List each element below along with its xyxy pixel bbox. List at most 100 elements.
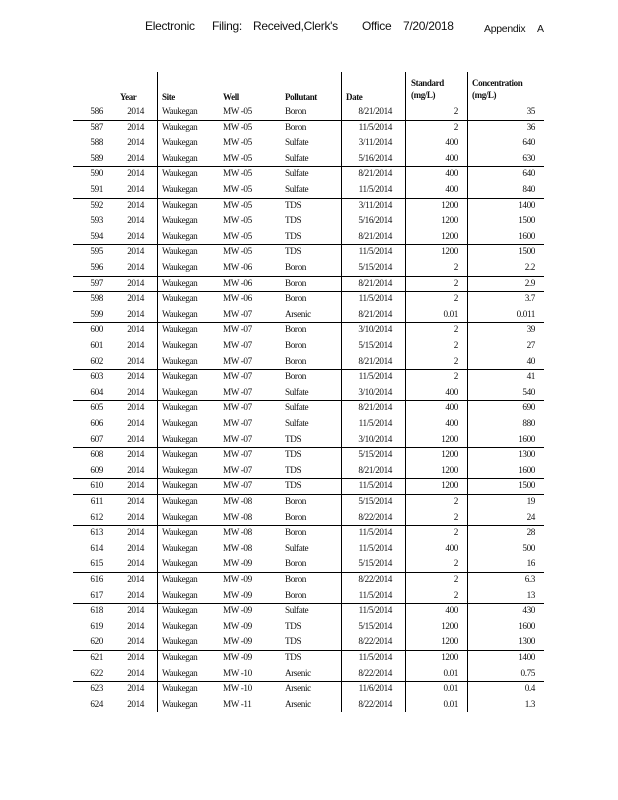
- table-row: 604 2014 Waukegan MW -07 Sulfate 3/10/2014 400…: [0, 385, 618, 401]
- standard-cell: 2: [453, 262, 459, 272]
- concentration-cell: 35: [526, 106, 536, 116]
- date-cell: 11/5/2014: [358, 652, 393, 662]
- table-row: 601 2014 Waukegan MW -07 Boron 5/15/2014 2 27: [0, 338, 618, 354]
- header-electronic: Electronic: [145, 19, 195, 33]
- well-cell: MW -06: [223, 293, 252, 304]
- date-cell: 5/16/2014: [358, 152, 392, 163]
- year-cell: 2014: [127, 371, 144, 382]
- col-pollutant: Pollutant: [285, 92, 317, 102]
- year-cell: 2014: [127, 168, 144, 179]
- well-cell: MW -07: [223, 324, 252, 335]
- table-row: 611 2014 Waukegan MW -08 Boron 5/15/2014 2 19: [0, 494, 618, 510]
- table-row: 587 2014 Waukegan MW -05 Boron 11/5/2014 2 36: [0, 119, 618, 136]
- year-cell: 2014: [127, 121, 144, 132]
- date-cell: 11/5/2014: [358, 246, 393, 257]
- date-cell: 3/11/2014: [358, 199, 393, 210]
- well-cell: MW -09: [223, 589, 252, 600]
- site-cell: Waukegan: [162, 464, 198, 475]
- row-number: 589: [90, 152, 103, 163]
- standard-cell: 2: [453, 574, 459, 584]
- standard-cell: 2: [453, 589, 459, 600]
- standard-cell: 1200: [441, 449, 458, 460]
- date-cell: 8/21/2014: [358, 355, 392, 366]
- row-number: 606: [90, 418, 103, 428]
- well-cell: MW -08: [223, 496, 252, 506]
- row-number: 624: [90, 698, 103, 709]
- row-number: 602: [90, 355, 103, 366]
- standard-cell: 2: [453, 324, 459, 335]
- table-row: 617 2014 Waukegan MW -09 Boron 11/5/2014 2 13: [0, 588, 618, 604]
- concentration-cell: 19: [526, 496, 536, 506]
- date-cell: 11/5/2014: [358, 418, 393, 428]
- concentration-cell: 430: [522, 605, 535, 616]
- header-received: Received,Clerk's: [253, 19, 338, 33]
- year-cell: 2014: [127, 496, 144, 506]
- row-number: 610: [90, 480, 103, 491]
- table-row: 624 2014 Waukegan MW -11 Arsenic 8/22/2014 0.0…: [0, 697, 618, 713]
- site-cell: Waukegan: [162, 340, 198, 350]
- standard-cell: 2: [453, 558, 459, 569]
- well-cell: MW -07: [223, 464, 252, 475]
- column-divider: [405, 72, 406, 712]
- standard-cell: 2: [453, 340, 459, 350]
- pollutant-cell: Arsenic: [285, 683, 311, 694]
- table-row: 598 2014 Waukegan MW -06 Boron 11/5/2014 2 3.7: [0, 291, 618, 307]
- date-cell: 11/5/2014: [358, 605, 393, 616]
- site-cell: Waukegan: [162, 480, 198, 491]
- concentration-cell: 500: [522, 542, 535, 553]
- concentration-cell: 640: [522, 168, 535, 179]
- date-cell: 8/21/2014: [358, 402, 392, 413]
- standard-cell: 400: [445, 402, 458, 413]
- year-cell: 2014: [127, 355, 144, 366]
- row-number: 607: [90, 433, 103, 444]
- year-cell: 2014: [127, 418, 144, 428]
- pollutant-cell: Boron: [285, 106, 306, 116]
- well-cell: MW -09: [223, 652, 252, 662]
- site-cell: Waukegan: [162, 418, 198, 428]
- well-cell: MW -05: [223, 230, 252, 241]
- well-cell: MW -09: [223, 558, 252, 569]
- year-cell: 2014: [127, 558, 144, 569]
- date-cell: 5/15/2014: [358, 340, 392, 350]
- table-row: 613 2014 Waukegan MW -08 Boron 11/5/2014 2 28: [0, 525, 618, 541]
- table-row: 596 2014 Waukegan MW -06 Boron 5/15/2014 2 2.2: [0, 260, 618, 276]
- site-cell: Waukegan: [162, 683, 198, 694]
- row-number: 596: [90, 262, 103, 272]
- concentration-cell: 1300: [518, 449, 535, 460]
- pollutant-cell: TDS: [285, 230, 302, 241]
- row-number: 587: [90, 121, 103, 132]
- row-number: 615: [90, 558, 103, 569]
- pollutant-cell: Sulfate: [285, 386, 309, 397]
- row-number: 605: [90, 402, 103, 413]
- concentration-cell: 1500: [518, 480, 535, 491]
- concentration-cell: 1600: [518, 433, 535, 444]
- year-cell: 2014: [127, 152, 144, 163]
- row-number: 614: [90, 542, 103, 553]
- well-cell: MW -07: [223, 355, 252, 366]
- year-cell: 2014: [127, 542, 144, 553]
- concentration-cell: 1500: [518, 246, 535, 257]
- site-cell: Waukegan: [162, 308, 198, 319]
- year-cell: 2014: [127, 402, 144, 413]
- well-cell: MW -09: [223, 605, 252, 616]
- column-divider: [157, 72, 158, 712]
- standard-cell: 2: [453, 121, 459, 132]
- col-well: Well: [223, 92, 239, 102]
- standard-cell: 2: [453, 496, 459, 506]
- standard-cell: 1200: [441, 230, 458, 241]
- row-number: 613: [90, 527, 103, 538]
- pollutant-cell: Sulfate: [285, 402, 309, 413]
- table-row: 605 2014 Waukegan MW -07 Sulfate 8/21/2014 400…: [0, 400, 618, 416]
- concentration-cell: 1300: [518, 636, 535, 647]
- well-cell: MW -08: [223, 511, 252, 522]
- well-cell: MW -07: [223, 340, 252, 350]
- date-cell: 11/5/2014: [358, 371, 393, 382]
- row-number: 619: [90, 620, 103, 631]
- table-row: 608 2014 Waukegan MW -07 TDS 5/15/2014 1200 130…: [0, 447, 618, 463]
- pollutant-cell: Sulfate: [285, 542, 309, 553]
- pollutant-cell: TDS: [285, 464, 302, 475]
- year-cell: 2014: [127, 449, 144, 460]
- site-cell: Waukegan: [162, 293, 198, 304]
- table-row: 615 2014 Waukegan MW -09 Boron 5/15/2014 2 16: [0, 556, 618, 572]
- col-standard-unit: (mg/L): [411, 90, 436, 100]
